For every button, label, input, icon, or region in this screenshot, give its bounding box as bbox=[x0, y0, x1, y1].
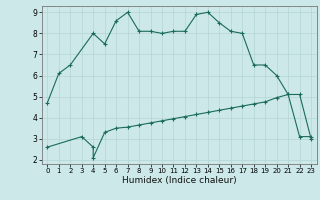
X-axis label: Humidex (Indice chaleur): Humidex (Indice chaleur) bbox=[122, 176, 236, 185]
